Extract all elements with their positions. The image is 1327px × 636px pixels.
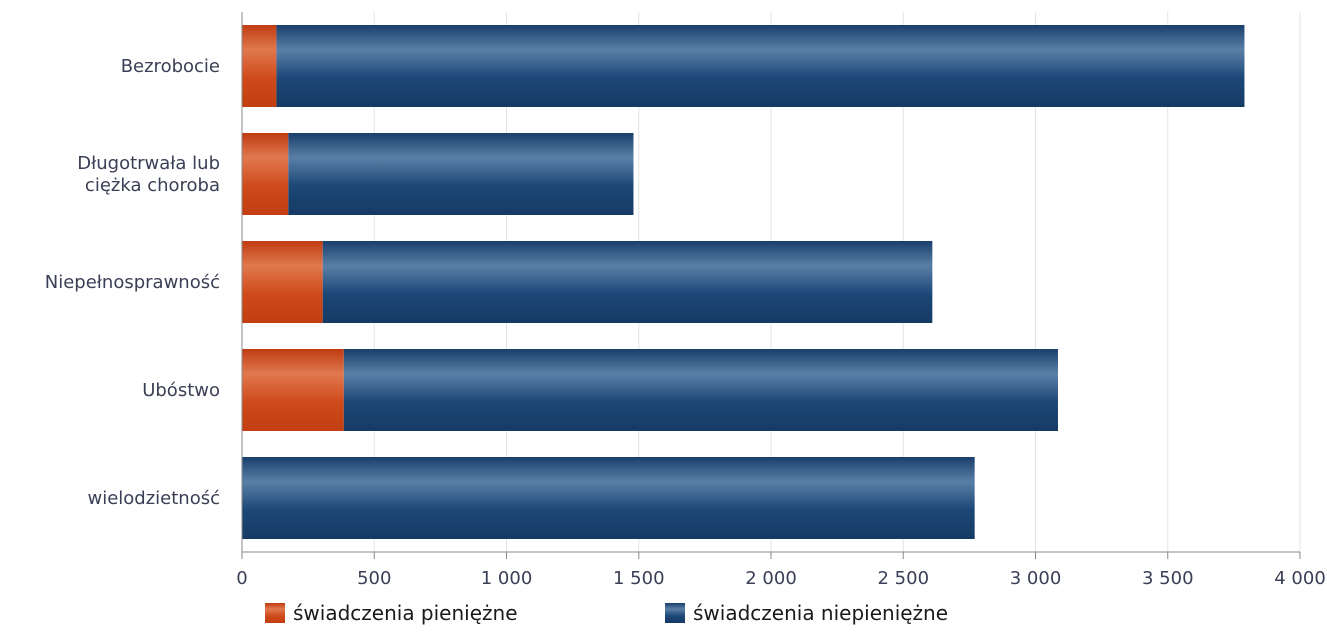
category-label-line: ciężka choroba <box>85 175 220 196</box>
category-label-3: Ubóstwo <box>142 380 220 401</box>
bar-cash-2 <box>242 241 323 323</box>
x-tick-label-5: 2 500 <box>877 568 929 589</box>
bar-noncash-2 <box>322 241 933 323</box>
bar-cash-1 <box>242 133 289 215</box>
legend-label-0: świadczenia pieniężne <box>293 601 518 625</box>
category-label-4: wielodzietność <box>87 488 220 509</box>
x-tick-label-2: 1 000 <box>481 568 533 589</box>
category-label-line: Niepełnosprawność <box>45 272 220 293</box>
x-tick-label-3: 1 500 <box>613 568 665 589</box>
category-label-2: Niepełnosprawność <box>45 272 220 293</box>
x-tick-label-8: 4 000 <box>1274 568 1326 589</box>
x-tick-label-0: 0 <box>236 568 247 589</box>
x-axis: 0 500 1 000 1 500 2 000 2 500 3 000 3 500 4 000 <box>236 12 1326 589</box>
bar-noncash-1 <box>288 133 634 215</box>
category-label-line: Ubóstwo <box>142 380 220 401</box>
x-tick-label-4: 2 000 <box>745 568 797 589</box>
category-labels: Bezrobocie Długotrwała lub ciężka choroba N… <box>45 56 220 509</box>
legend-label-1: świadczenia niepieniężne <box>693 601 948 625</box>
x-tick-label-1: 500 <box>357 568 391 589</box>
category-label-line: Długotrwała lub <box>77 153 220 174</box>
category-label-0: Bezrobocie <box>121 56 220 77</box>
legend-swatch-0 <box>265 603 285 623</box>
x-tick-label-6: 3 000 <box>1010 568 1062 589</box>
bar-noncash-0 <box>276 25 1245 107</box>
bar-noncash-4 <box>242 457 975 539</box>
legend-swatch-1 <box>665 603 685 623</box>
category-label-line: Bezrobocie <box>121 56 220 77</box>
legend: świadczenia pieniężne świadczenia niepien… <box>265 601 948 625</box>
bar-cash-3 <box>242 349 344 431</box>
category-label-1: Długotrwała lub ciężka choroba <box>77 153 220 196</box>
bars <box>242 25 1245 539</box>
bar-cash-0 <box>242 25 277 107</box>
category-label-line: wielodzietność <box>87 488 220 509</box>
bar-noncash-3 <box>343 349 1058 431</box>
x-tick-label-7: 3 500 <box>1142 568 1194 589</box>
